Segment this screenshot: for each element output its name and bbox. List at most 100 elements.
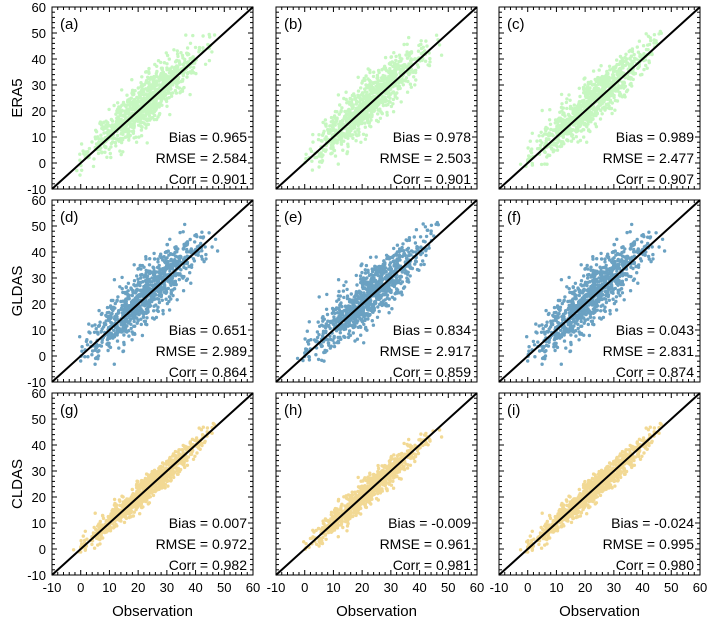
scatter-point: [586, 119, 591, 124]
scatter-point: [391, 110, 396, 114]
scatter-point: [356, 319, 360, 323]
scatter-point: [642, 52, 646, 56]
scatter-point: [132, 324, 136, 328]
scatter-point: [417, 268, 421, 272]
scatter-point: [590, 105, 594, 110]
scatter-point: [176, 247, 180, 251]
scatter-point: [581, 101, 586, 105]
scatter-point: [152, 269, 156, 273]
scatter-point: [399, 290, 404, 294]
scatter-point: [156, 59, 161, 63]
scatter-point: [169, 91, 173, 96]
scatter-point: [171, 259, 176, 264]
scatter-point: [179, 89, 183, 94]
scatter-point: [149, 280, 153, 284]
scatter-point: [630, 59, 634, 63]
scatter-point: [139, 309, 143, 313]
scatter-point: [336, 93, 341, 97]
scatter-point: [345, 294, 350, 298]
scatter-point: [132, 100, 136, 105]
scatter-point: [365, 301, 369, 305]
scatter-point: [356, 89, 361, 93]
scatter-point: [155, 308, 159, 312]
scatter-point: [582, 135, 586, 139]
scatter-point: [578, 100, 582, 104]
scatter-point: [335, 116, 339, 120]
y-tick-label: 10: [32, 323, 46, 338]
scatter-point: [161, 258, 165, 262]
scatter-point: [140, 115, 144, 120]
scatter-point: [617, 67, 621, 72]
scatter-point: [368, 115, 373, 119]
scatter-point: [119, 330, 124, 334]
scatter-point: [361, 310, 366, 315]
scatter-point: [397, 53, 402, 57]
scatter-point: [394, 54, 398, 59]
scatter-point: [178, 256, 182, 260]
scatter-point: [612, 65, 616, 70]
scatter-point: [604, 106, 608, 110]
scatter-point: [419, 42, 423, 47]
scatter-point: [364, 114, 368, 118]
scatter-point: [341, 313, 345, 317]
scatter-point: [618, 94, 622, 98]
scatter-point: [161, 81, 165, 86]
scatter-point: [166, 85, 170, 90]
scatter-point: [630, 47, 635, 51]
scatter-point: [526, 146, 530, 150]
scatter-point: [419, 39, 423, 43]
scatter-point: [203, 62, 208, 66]
scatter-point: [393, 92, 397, 97]
scatter-point: [87, 322, 91, 326]
scatter-point: [336, 339, 340, 343]
scatter-point: [360, 318, 364, 323]
scatter-point: [171, 293, 175, 298]
scatter-point: [364, 83, 368, 87]
scatter-point: [612, 95, 616, 100]
scatter-point: [106, 123, 111, 128]
scatter-point: [110, 136, 115, 140]
scatter-point: [381, 292, 385, 297]
scatter-point: [419, 263, 423, 267]
scatter-point: [159, 66, 164, 70]
scatter-point: [206, 42, 210, 47]
scatter-point: [321, 315, 325, 319]
scatter-point: [168, 269, 172, 273]
scatter-point: [355, 100, 359, 105]
scatter-point: [181, 62, 185, 67]
scatter-point: [161, 93, 165, 98]
scatter-point: [126, 321, 131, 325]
y-tick-label: -10: [27, 375, 46, 390]
scatter-point: [372, 108, 377, 113]
scatter-point: [329, 146, 333, 150]
scatter-point: [392, 51, 396, 55]
scatter-point: [383, 298, 387, 302]
scatter-point: [359, 116, 363, 120]
scatter-point: [184, 278, 189, 283]
scatter-point: [350, 98, 354, 102]
scatter-point: [113, 318, 118, 322]
scatter-point: [114, 312, 119, 317]
y-tick-label: 50: [32, 219, 46, 234]
scatter-point: [131, 129, 136, 133]
scatter-point: [421, 222, 425, 226]
scatter-point: [364, 325, 368, 330]
scatter-point: [144, 311, 149, 315]
scatter-point: [363, 268, 367, 272]
scatter-point: [384, 303, 388, 308]
scatter-point: [179, 51, 183, 55]
scatter-point: [338, 120, 343, 124]
scatter-point: [387, 62, 392, 66]
scatter-point: [572, 103, 576, 107]
scatter-point: [574, 135, 578, 139]
scatter-point: [182, 274, 186, 279]
scatter-point: [109, 145, 113, 149]
scatter-point: [133, 316, 137, 320]
scatter-point: [142, 93, 146, 97]
scatter-point: [159, 98, 164, 103]
scatter-point: [383, 99, 387, 104]
scatter-point: [139, 276, 143, 280]
scatter-point: [97, 140, 101, 145]
scatter-point: [93, 362, 97, 366]
